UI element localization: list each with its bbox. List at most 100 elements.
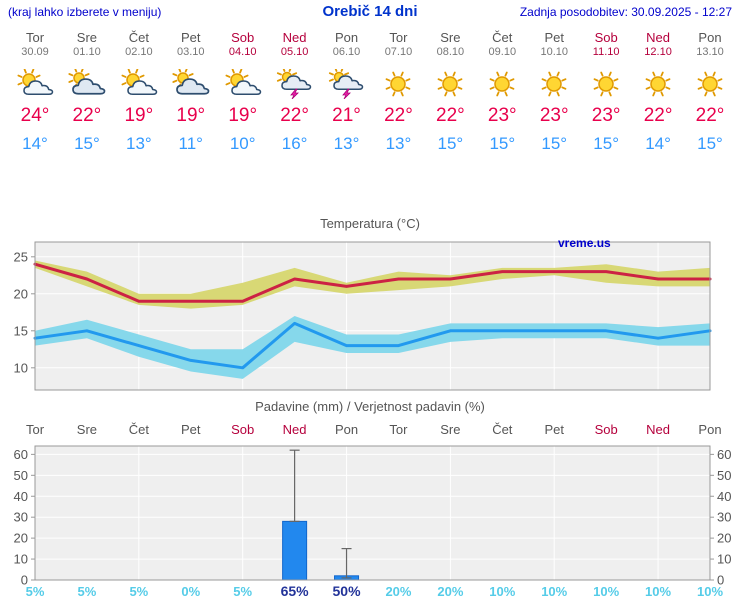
day-name: Pet [181, 30, 201, 45]
weather-icon-sun [632, 69, 684, 102]
precip-ytick-label-right: 60 [717, 447, 731, 462]
precip-probability: 5% [233, 584, 252, 599]
day-date: 02.10 [125, 46, 153, 58]
day-column: Sre 08.10 22° 15° [424, 30, 476, 154]
temp-min-value: 15° [74, 134, 100, 153]
precip-plot-frame [34, 445, 711, 581]
precip-day-label: Sre [440, 422, 460, 437]
temp-min-value: 14° [645, 134, 671, 153]
precip-day-label: Ned [646, 422, 670, 437]
temp-max-value: 22° [280, 105, 309, 126]
day-column: Čet 09.10 23° 15° [476, 30, 528, 154]
temp-min-value: 14° [22, 134, 48, 153]
day-column: Sob 04.10 19° 10° [217, 30, 269, 154]
precip-day-label: Pon [335, 422, 358, 437]
precip-ytick-label-right: 0 [717, 573, 724, 588]
weather-icon-thunder [321, 66, 373, 102]
day-name: Sre [440, 30, 461, 45]
weather-icon-cloudy [61, 67, 113, 102]
day-date: 09.10 [488, 46, 517, 58]
day-date: 01.10 [73, 46, 101, 58]
temp-plot-frame [34, 241, 711, 391]
temp-min-value: 11° [178, 134, 203, 153]
temp-max-value: 24° [20, 105, 50, 126]
temp-min-value: 15° [541, 134, 568, 153]
precip-probability: 65% [281, 583, 310, 599]
day-column: Pon 06.10 21° 13° [321, 30, 373, 154]
precip-ytick-label-left: 30 [14, 510, 28, 525]
weather-icon-sun-cloud [217, 68, 269, 102]
precip-ytick-label-left: 10 [14, 552, 28, 567]
day-date: 04.10 [228, 46, 257, 58]
weather-icon-sun [424, 69, 476, 102]
temp-max-value: 19° [176, 105, 206, 126]
temp-max-value: 19° [228, 105, 258, 126]
temp-min-value: 10° [229, 134, 256, 153]
day-name: Čet [128, 30, 149, 45]
forecast-days-row: Tor 30.09 24° 14° Sre 01.10 22° 15° Čet 02.10 19° 1… [0, 30, 740, 178]
precip-probability: 5% [78, 584, 97, 599]
precip-ytick-label-left: 20 [14, 531, 28, 546]
last-update-text: Zadnja posodobitev: 30.09.2025 - 12:27 [519, 5, 732, 19]
precip-day-label: Pet [181, 422, 201, 437]
precip-ytick-label-right: 30 [717, 510, 731, 525]
day-column: Tor 30.09 24° 14° [9, 30, 61, 154]
weather-icon-sun [684, 69, 736, 102]
page-title: Orebič 14 dni [322, 3, 418, 20]
day-column: Čet 02.10 19° 13° [113, 30, 165, 154]
day-name: Pon [334, 30, 359, 45]
temp-min-value: 15° [593, 134, 619, 153]
precipitation-chart-title: Padavine (mm) / Verjetnost padavin (%) [255, 399, 485, 414]
temp-max-value: 22° [643, 105, 673, 126]
temp-max-value: 23° [487, 105, 517, 126]
precip-probability: 10% [645, 584, 671, 599]
day-name: Ned [646, 30, 670, 45]
precip-plot-area [35, 446, 710, 580]
day-date: 06.10 [332, 46, 361, 58]
precip-probability: 50% [333, 583, 362, 599]
min-temperature-line [33, 321, 712, 370]
precip-probability: 0% [181, 584, 200, 599]
weather-icon-sun [528, 69, 580, 102]
precip-day-label: Sob [231, 422, 254, 437]
temp-min-value: 15° [697, 134, 723, 153]
day-date: 08.10 [436, 46, 465, 58]
weather-icon-sun-cloud [9, 68, 61, 102]
weather-icon-sun [476, 69, 528, 102]
temp-max-value: 22° [72, 105, 102, 126]
temp-min-value: 15° [437, 134, 464, 153]
day-date: 30.09 [21, 46, 49, 58]
precip-ytick-label-right: 10 [717, 552, 731, 567]
day-column: Sre 01.10 22° 15° [61, 30, 113, 154]
precip-day-label: Pet [544, 422, 564, 437]
day-name: Sre [76, 30, 98, 45]
temp-min-value: 13° [333, 134, 360, 153]
precip-probability: 5% [26, 584, 45, 599]
weather-icon-thunder [269, 66, 321, 102]
day-date: 05.10 [280, 46, 309, 58]
temp-max-value: 23° [539, 105, 569, 126]
weather-icon-sun [372, 69, 424, 102]
menu-hint-note: (kraj lahko izberete v meniju) [8, 5, 162, 19]
temp-ytick-label: 20 [14, 286, 28, 301]
precip-ytick-label-left: 0 [21, 573, 28, 588]
day-name: Čet [492, 30, 513, 45]
precip-ytick-label-left: 50 [14, 468, 28, 483]
day-name: Pon [698, 30, 722, 45]
vreme-watermark-link[interactable]: vreme.us [558, 236, 611, 250]
precip-probability: 10% [541, 584, 567, 599]
temp-ytick-label: 15 [14, 323, 28, 338]
temp-min-value: 13° [125, 134, 152, 153]
day-date: 12.10 [644, 46, 672, 58]
temp-min-value: 13° [385, 134, 412, 153]
temp-min-value: 15° [489, 134, 516, 153]
temp-max-value: 21° [332, 105, 361, 126]
precip-probability: 10% [697, 584, 723, 599]
day-column: Ned 05.10 22° 16° [269, 30, 321, 154]
temp-max-value: 22° [384, 105, 413, 126]
precip-bar [282, 520, 308, 581]
precip-day-label: Sob [595, 422, 618, 437]
precip-probability: 20% [437, 584, 463, 599]
precip-day-label: Tor [389, 422, 408, 437]
precip-ytick-label-right: 50 [717, 468, 731, 483]
